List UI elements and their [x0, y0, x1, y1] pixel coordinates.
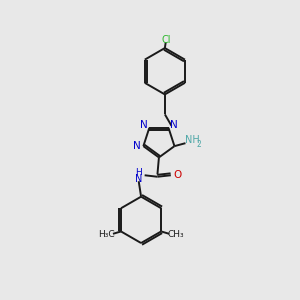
Text: O: O: [173, 170, 182, 180]
Text: N: N: [140, 121, 148, 130]
Text: 2: 2: [197, 140, 202, 148]
Text: N: N: [135, 174, 142, 184]
Text: CH₃: CH₃: [168, 230, 184, 239]
Text: Cl: Cl: [162, 35, 171, 45]
Text: N: N: [133, 141, 141, 151]
Text: H₃C: H₃C: [98, 230, 115, 239]
Text: NH: NH: [184, 135, 200, 145]
Text: N: N: [170, 121, 178, 130]
Text: H: H: [135, 168, 142, 177]
